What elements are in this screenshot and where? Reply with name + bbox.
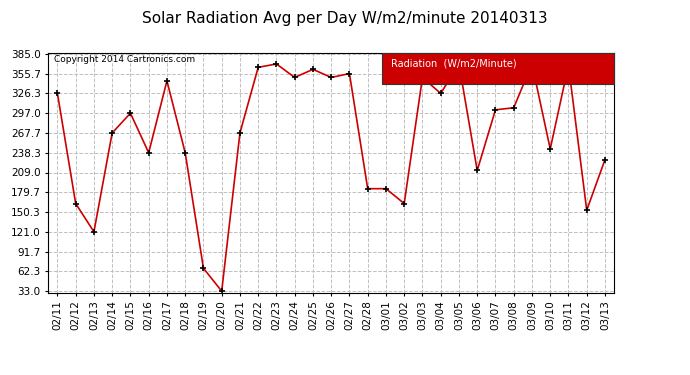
Text: Solar Radiation Avg per Day W/m2/minute 20140313: Solar Radiation Avg per Day W/m2/minute … [142, 11, 548, 26]
FancyBboxPatch shape [382, 53, 614, 84]
Text: Radiation  (W/m2/Minute): Radiation (W/m2/Minute) [391, 58, 516, 69]
Text: Copyright 2014 Cartronics.com: Copyright 2014 Cartronics.com [54, 55, 195, 64]
